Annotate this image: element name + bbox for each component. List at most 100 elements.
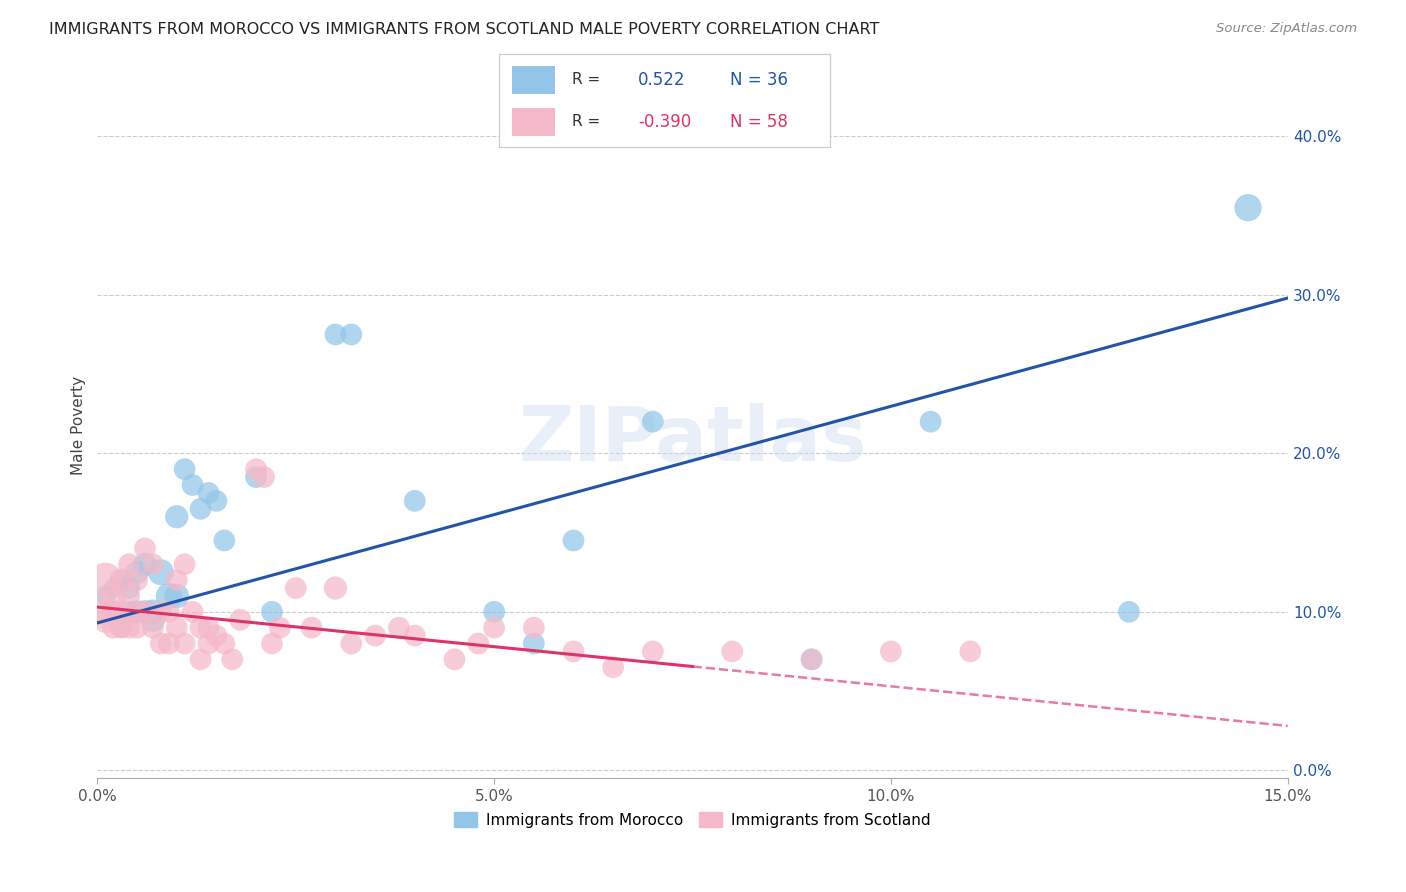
Point [482, 621, 505, 635]
Point [149, 565, 172, 579]
Point [482, 605, 505, 619]
Point [364, 629, 387, 643]
Point [125, 605, 148, 619]
Point [110, 605, 132, 619]
Point [269, 621, 291, 635]
Point [157, 636, 180, 650]
Point [523, 636, 546, 650]
Point [301, 621, 323, 635]
Point [173, 636, 195, 650]
Point [118, 605, 141, 619]
Point [142, 613, 165, 627]
Text: N = 36: N = 36 [731, 70, 789, 88]
Point [325, 327, 347, 342]
Point [166, 589, 188, 603]
Point [197, 636, 219, 650]
Point [800, 652, 823, 666]
Point [118, 589, 141, 603]
Point [388, 621, 411, 635]
Point [134, 605, 156, 619]
Text: R =: R = [572, 114, 600, 129]
Point [166, 573, 188, 587]
Point [1237, 201, 1260, 215]
Point [190, 621, 212, 635]
Point [134, 541, 156, 556]
Point [562, 644, 585, 658]
Point [103, 589, 125, 603]
Text: ZIPatlas: ZIPatlas [519, 402, 868, 476]
Point [245, 462, 267, 476]
Point [181, 478, 204, 492]
Point [125, 573, 148, 587]
Point [94, 589, 117, 603]
Point [190, 652, 212, 666]
Point [721, 644, 744, 658]
Point [110, 621, 132, 635]
Point [166, 509, 188, 524]
Point [340, 327, 363, 342]
Point [142, 621, 165, 635]
Point [94, 605, 117, 619]
Point [103, 581, 125, 595]
Point [562, 533, 585, 548]
Point [181, 605, 204, 619]
Point [284, 581, 307, 595]
Point [125, 605, 148, 619]
Point [253, 470, 276, 484]
Point [205, 629, 228, 643]
Point [221, 652, 243, 666]
Point [157, 605, 180, 619]
Legend: Immigrants from Morocco, Immigrants from Scotland: Immigrants from Morocco, Immigrants from… [449, 806, 936, 834]
Point [118, 581, 141, 595]
Point [602, 660, 624, 674]
Point [959, 644, 981, 658]
Point [325, 581, 347, 595]
Point [260, 605, 283, 619]
Point [142, 605, 165, 619]
Point [920, 415, 942, 429]
Point [157, 589, 180, 603]
Point [214, 533, 236, 548]
Point [467, 636, 489, 650]
Text: R =: R = [572, 72, 600, 87]
Text: IMMIGRANTS FROM MOROCCO VS IMMIGRANTS FROM SCOTLAND MALE POVERTY CORRELATION CHA: IMMIGRANTS FROM MOROCCO VS IMMIGRANTS FR… [49, 22, 880, 37]
Point [103, 605, 125, 619]
Bar [512, 66, 555, 94]
Point [229, 613, 252, 627]
Point [134, 605, 156, 619]
Point [134, 558, 156, 572]
Point [404, 494, 426, 508]
Point [214, 636, 236, 650]
Text: -0.390: -0.390 [638, 113, 692, 131]
Point [641, 415, 664, 429]
Point [149, 636, 172, 650]
Point [523, 621, 546, 635]
Point [404, 629, 426, 643]
Point [197, 486, 219, 500]
Point [173, 558, 195, 572]
Point [110, 621, 132, 635]
Point [103, 621, 125, 635]
Point [94, 613, 117, 627]
Point [110, 573, 132, 587]
Point [245, 470, 267, 484]
Point [260, 636, 283, 650]
Point [800, 652, 823, 666]
Point [340, 636, 363, 650]
Point [149, 605, 172, 619]
Point [166, 621, 188, 635]
Point [125, 621, 148, 635]
Point [94, 573, 117, 587]
Point [125, 565, 148, 579]
Point [197, 621, 219, 635]
Point [118, 558, 141, 572]
Point [142, 558, 165, 572]
Bar [512, 108, 555, 136]
Text: N = 58: N = 58 [731, 113, 789, 131]
Point [118, 621, 141, 635]
Point [103, 605, 125, 619]
Point [190, 501, 212, 516]
Point [1118, 605, 1140, 619]
Text: 0.522: 0.522 [638, 70, 685, 88]
Point [173, 462, 195, 476]
